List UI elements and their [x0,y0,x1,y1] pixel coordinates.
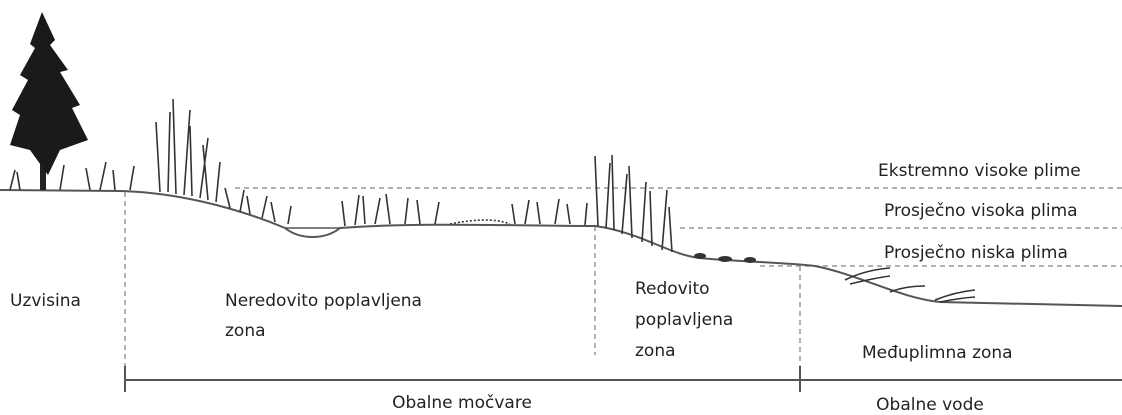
tide-label: Prosječno visoka plima [884,201,1078,221]
zone-label: Uzvisina [10,291,81,311]
region-label: Obalne močvare [392,393,532,413]
zone-label: Neredovito poplavljena [225,291,422,311]
stones [694,253,756,263]
vegetation [9,98,976,303]
zone-label: zona [225,321,266,341]
zone-label: Međuplimna zona [862,343,1013,363]
tree [10,12,88,190]
ground-profile [0,189,1122,307]
zone-label: poplavljena [635,310,733,330]
zone-label: zona [635,341,676,361]
zone-label: Redovito [635,279,710,299]
tide-label: Ekstremno visoke plime [878,161,1081,181]
tide-label: Prosječno niska plima [884,243,1068,263]
region-label: Obalne vode [876,395,984,415]
